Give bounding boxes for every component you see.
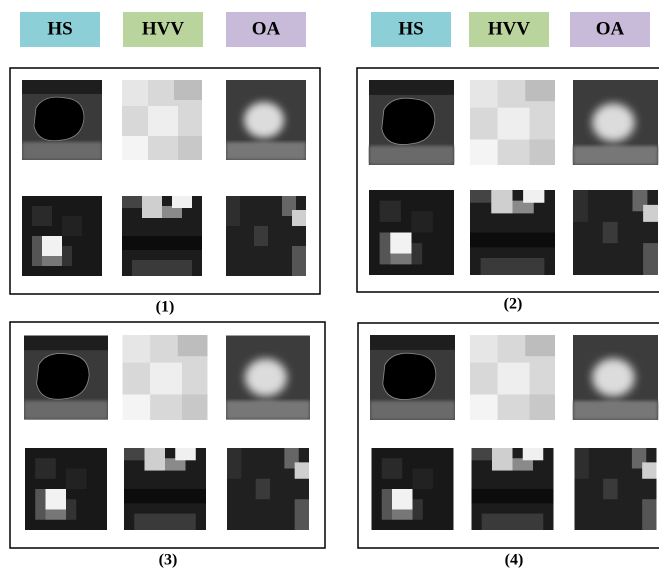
image [573,80,658,165]
panel-caption: (2) [504,296,523,313]
image [369,190,454,275]
panel-caption: (3) [159,552,178,569]
panel-caption: (1) [156,299,175,316]
image [370,335,455,420]
image [573,335,658,420]
panel-caption: (4) [505,552,524,569]
header-label: HS [398,18,423,39]
image [226,336,310,420]
image [226,196,306,276]
image [25,448,107,530]
image [575,448,657,530]
image [122,196,202,276]
image [472,448,554,530]
header-label: OA [596,18,625,39]
image [369,80,454,165]
header-label: OA [252,18,281,39]
image [22,80,102,160]
page: {"headers": [["HS", "HVV", "OA"], ["HS",… [0,0,659,573]
image [124,448,206,530]
image [123,335,208,420]
header-label: HS [47,18,72,39]
header-label: HVV [488,18,531,39]
image [372,448,454,530]
figure: HS HVV OA HS HVV OA (1) (2) (3) (4) [0,0,659,573]
image [573,190,658,275]
image [470,335,555,420]
image [226,80,306,160]
image [24,336,108,420]
image [22,196,102,276]
image [122,80,202,160]
image [470,190,555,275]
header-label: HVV [142,18,185,39]
image [227,448,309,530]
image [470,80,555,165]
